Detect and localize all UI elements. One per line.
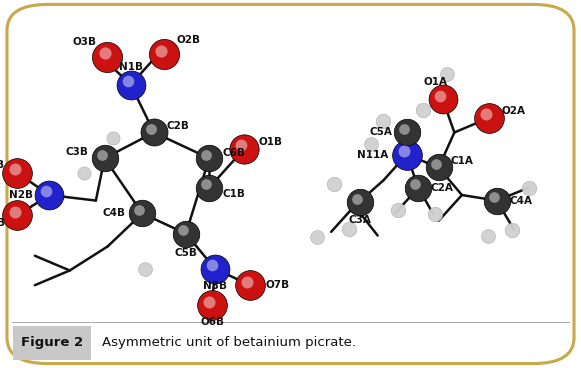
Text: C1A: C1A: [450, 156, 474, 166]
FancyBboxPatch shape: [13, 326, 91, 360]
Text: C5B: C5B: [174, 248, 198, 258]
Text: O2A: O2A: [501, 106, 526, 116]
Point: [485, 115, 494, 121]
Point: [138, 210, 147, 216]
Point: [482, 111, 491, 117]
Text: C1B: C1B: [222, 189, 245, 199]
Text: O5B: O5B: [0, 218, 5, 229]
Text: O7B: O7B: [266, 280, 290, 290]
Point: [236, 142, 246, 148]
FancyBboxPatch shape: [7, 4, 574, 364]
Point: [45, 192, 54, 198]
Point: [100, 155, 109, 161]
Point: [312, 234, 321, 240]
Text: C3A: C3A: [349, 215, 372, 225]
Point: [146, 126, 156, 132]
Text: C2A: C2A: [430, 183, 453, 193]
Point: [126, 82, 135, 88]
Point: [205, 299, 214, 305]
Point: [393, 207, 403, 213]
Point: [418, 107, 428, 113]
Point: [103, 54, 112, 60]
Point: [205, 155, 214, 161]
Text: N11A: N11A: [357, 149, 389, 160]
Text: Figure 2: Figure 2: [21, 336, 83, 350]
Point: [443, 71, 452, 77]
Text: C6B: C6B: [222, 148, 245, 158]
Text: O3B: O3B: [72, 37, 96, 47]
Point: [210, 266, 220, 272]
Point: [135, 207, 144, 213]
Point: [434, 164, 443, 170]
Point: [207, 262, 217, 268]
Point: [159, 52, 168, 57]
Point: [399, 148, 408, 154]
Point: [411, 181, 420, 187]
Text: C5A: C5A: [369, 127, 392, 138]
Text: O4B: O4B: [0, 160, 5, 170]
Text: O6B: O6B: [200, 316, 224, 327]
Point: [492, 198, 501, 204]
Text: N2B: N2B: [9, 190, 34, 200]
Point: [149, 130, 159, 135]
Point: [123, 78, 132, 84]
Point: [508, 227, 517, 233]
Point: [109, 135, 118, 141]
Point: [353, 196, 362, 202]
Point: [42, 188, 51, 194]
Point: [13, 212, 22, 218]
Text: C4B: C4B: [103, 208, 126, 219]
Point: [489, 194, 498, 200]
Point: [438, 96, 447, 102]
Point: [431, 161, 440, 167]
Point: [202, 181, 211, 187]
Point: [242, 279, 252, 284]
Point: [329, 181, 339, 187]
Point: [141, 266, 150, 272]
Text: C2B: C2B: [167, 121, 190, 131]
Text: O1A: O1A: [424, 77, 448, 87]
Point: [430, 211, 439, 217]
Point: [239, 146, 249, 152]
Point: [483, 233, 493, 238]
Point: [524, 185, 533, 191]
Point: [205, 185, 214, 191]
Point: [178, 227, 188, 233]
Point: [414, 185, 423, 191]
Point: [356, 199, 365, 205]
Text: N3B: N3B: [203, 281, 227, 291]
Point: [402, 130, 411, 135]
Text: Asymmetric unit of betainium picrate.: Asymmetric unit of betainium picrate.: [102, 336, 356, 350]
Point: [435, 93, 444, 99]
Point: [10, 166, 19, 172]
Point: [402, 152, 411, 158]
Point: [207, 302, 217, 308]
Point: [344, 226, 353, 232]
Text: C4A: C4A: [510, 195, 533, 206]
Text: C3B: C3B: [65, 146, 88, 157]
Point: [80, 170, 89, 176]
Point: [379, 118, 388, 124]
Text: O2B: O2B: [176, 35, 200, 46]
Point: [100, 50, 109, 56]
Point: [399, 126, 408, 132]
Point: [13, 170, 22, 176]
Text: N1B: N1B: [119, 62, 143, 72]
Point: [181, 231, 191, 237]
Point: [10, 209, 19, 215]
Point: [97, 152, 106, 158]
Point: [245, 282, 254, 288]
Point: [156, 48, 166, 54]
Point: [202, 152, 211, 158]
Text: O1B: O1B: [258, 137, 282, 148]
Point: [366, 141, 375, 146]
